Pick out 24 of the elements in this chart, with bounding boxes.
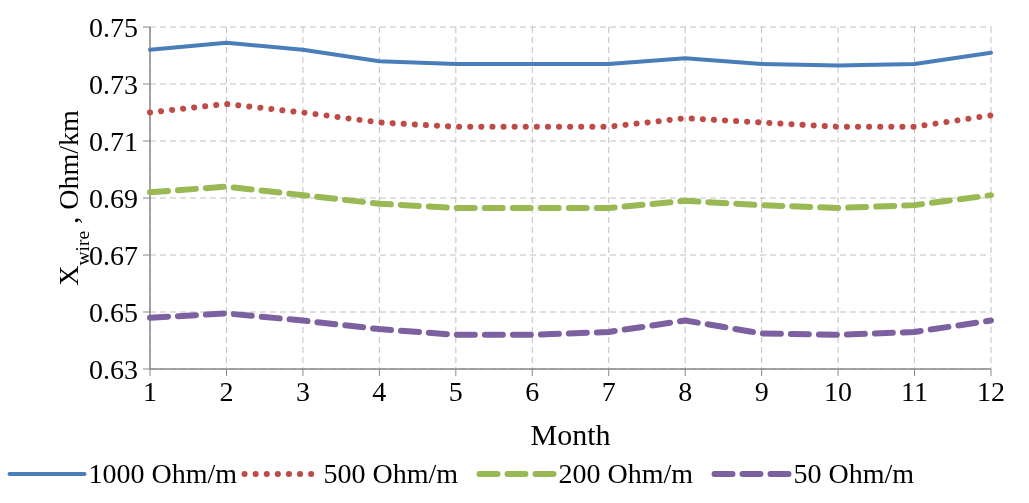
legend-label: 1000 Ohm/m [88,458,238,489]
x-tick-label: 2 [219,376,234,407]
line-series [148,40,993,68]
y-tick-label: 0.69 [89,182,138,214]
x-tick-label: 8 [678,376,693,407]
x-tick-label: 11 [901,376,929,407]
x-tick-label: 12 [977,376,1005,407]
x-tick-label: 9 [754,376,769,407]
x-tick-label: 3 [295,376,310,407]
y-tick-label: 0.71 [89,125,138,157]
x-tick-label: 7 [601,376,616,407]
x-tick-label: 5 [448,376,463,407]
x-tick-label: 4 [372,376,387,407]
legend-label: 50 Ohm/m [793,458,915,489]
y-tick-label: 0.63 [89,353,138,385]
y-tick-label: 0.65 [89,296,138,328]
x-tick-label: 10 [824,376,853,407]
legend-label: 200 Ohm/m [558,458,694,489]
y-tick-label: 0.73 [89,68,138,100]
legend-label: 500 Ohm/m [323,458,459,489]
x-tick-label: 1 [143,376,157,407]
x-tick-label: 6 [525,376,540,407]
x-axis-title: Month [530,418,611,451]
y-tick-label: 0.75 [89,11,138,43]
